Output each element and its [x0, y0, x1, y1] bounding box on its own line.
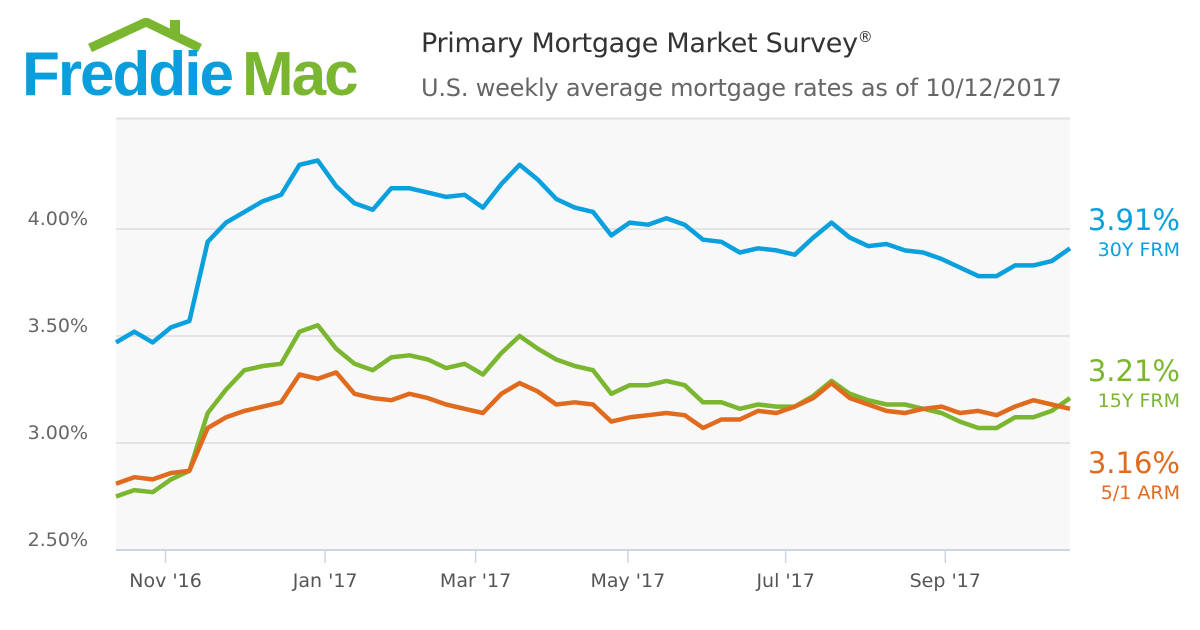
- end-value-label: 3.21%: [1088, 354, 1180, 388]
- page-title: Primary Mortgage Market Survey®: [421, 28, 873, 59]
- y-tick-label: 3.50%: [28, 315, 88, 337]
- page-subtitle: U.S. weekly average mortgage rates as of…: [421, 74, 1062, 102]
- logo-freddie: Freddie: [22, 40, 234, 109]
- series-line-5-1-arm: [115, 370, 1071, 486]
- plot-area: [116, 118, 1070, 550]
- registered-mark: ®: [857, 28, 873, 46]
- end-value-label: 3.91%: [1088, 203, 1180, 237]
- x-tick-label: Jul '17: [755, 570, 814, 592]
- x-tick-label: Sep '17: [910, 570, 981, 592]
- series-line-15y-frm: [115, 323, 1072, 499]
- logo-wordmark: Freddie Mac: [22, 40, 359, 110]
- end-value-label: 3.16%: [1088, 446, 1180, 480]
- x-tick-label: Jan '17: [292, 570, 358, 592]
- freddie-mac-logo: Freddie Mac: [22, 18, 382, 110]
- y-tick-label: 2.50%: [28, 529, 88, 551]
- title-text: Primary Mortgage Market Survey: [421, 28, 858, 59]
- x-tick-label: Mar '17: [440, 570, 511, 592]
- x-tick-label: Nov '16: [129, 570, 202, 592]
- series-line-30y-frm: [114, 158, 1072, 345]
- house-roof-icon: [88, 18, 202, 52]
- legend-series-name: 15Y FRM: [1098, 390, 1180, 412]
- y-tick-label: 3.00%: [28, 422, 88, 444]
- y-tick-label: 4.00%: [28, 208, 88, 230]
- legend-series-name: 30Y FRM: [1098, 239, 1180, 261]
- legend-series-name: 5/1 ARM: [1101, 482, 1180, 504]
- logo-mac: Mac: [241, 40, 359, 109]
- x-tick-label: May '17: [590, 570, 665, 592]
